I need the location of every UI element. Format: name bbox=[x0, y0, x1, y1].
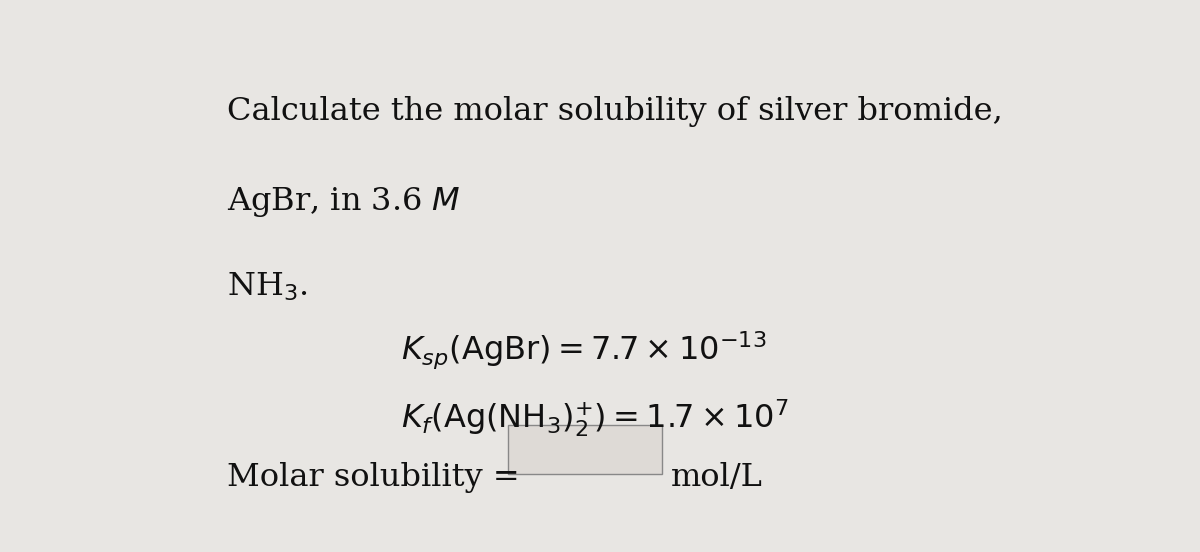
Text: mol/L: mol/L bbox=[671, 461, 763, 492]
Text: Calculate the molar solubility of silver bromide,: Calculate the molar solubility of silver… bbox=[227, 96, 1003, 127]
FancyBboxPatch shape bbox=[508, 426, 661, 474]
Text: $K_f\mathrm{(Ag(NH_3)_2^{+}) = 1.7 \times 10^{7}}$: $K_f\mathrm{(Ag(NH_3)_2^{+}) = 1.7 \time… bbox=[401, 398, 788, 439]
Text: AgBr, in 3.6 $M$: AgBr, in 3.6 $M$ bbox=[227, 185, 461, 219]
Text: $K_{sp}\mathrm{(AgBr) = 7.7 \times 10^{-13}}$: $K_{sp}\mathrm{(AgBr) = 7.7 \times 10^{-… bbox=[401, 330, 767, 371]
Text: Molar solubility =: Molar solubility = bbox=[227, 461, 520, 492]
Text: NH$_3$.: NH$_3$. bbox=[227, 270, 307, 302]
